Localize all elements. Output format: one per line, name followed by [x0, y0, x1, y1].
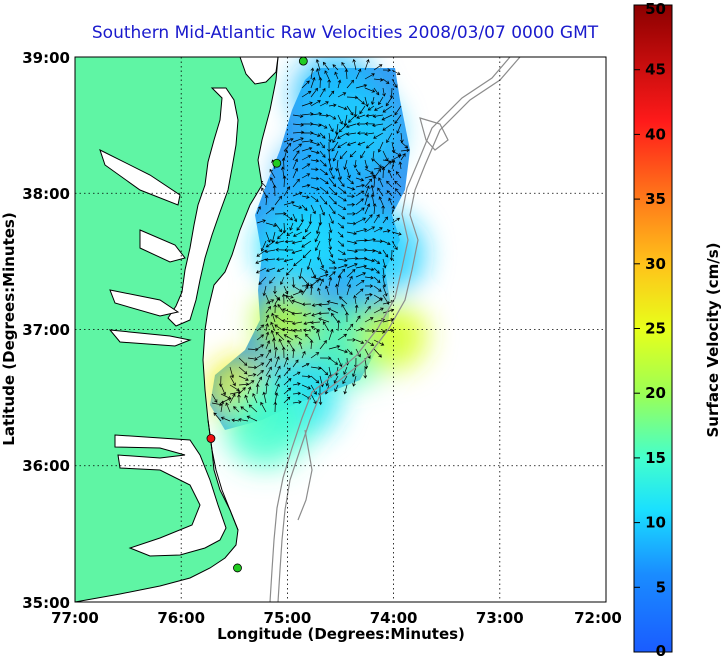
- y-axis-label: Latitude (Degrees:Minutes): [0, 212, 18, 445]
- chesapeake-bay: [167, 87, 239, 327]
- y-tick: 39:00: [22, 49, 70, 67]
- y-tick: 37:00: [22, 321, 70, 339]
- grid-lines: [75, 57, 606, 602]
- x-axis-label: Longitude (Degrees:Minutes): [217, 625, 465, 643]
- colorbar-tick-label: 5: [656, 578, 666, 596]
- colorbar-tick-label: 30: [645, 255, 666, 273]
- velocity-arrows: [211, 58, 410, 423]
- y-axis-ticks: 39:00 38:00 37:00 36:00 35:00: [22, 49, 70, 612]
- radar-station-marker: [298, 57, 308, 66]
- radar-stations: [206, 57, 308, 573]
- radar-station-marker: [272, 158, 282, 168]
- y-tick: 35:00: [22, 594, 70, 612]
- x-tick: 77:00: [51, 609, 99, 627]
- colorbar-tick-label: 45: [645, 61, 666, 79]
- colorbar-ticks: 0 5 10 15 20 25 30 35 40 45 50: [634, 0, 666, 659]
- pamlico-sound: [114, 434, 227, 557]
- velocity-blob: [256, 205, 341, 290]
- colorbar-tick-label: 0: [656, 642, 666, 659]
- colorbar-tick-label: 10: [645, 514, 666, 532]
- map-frame: [74, 56, 607, 603]
- map-area: [75, 57, 606, 602]
- y-tick: 36:00: [22, 457, 70, 475]
- colorbar-label: Surface Velocity (cm/s): [704, 242, 722, 437]
- delaware-bay: [239, 57, 279, 85]
- colorbar-tick-label: 15: [645, 449, 666, 467]
- x-tick: 74:00: [370, 609, 418, 627]
- colorbar-tick-label: 40: [645, 125, 666, 143]
- velocity-field: [205, 57, 428, 467]
- x-tick: 73:00: [476, 609, 524, 627]
- colorbar-gradient: [633, 4, 673, 653]
- colorbar-tick-label: 20: [645, 384, 666, 402]
- map-title: Southern Mid-Atlantic Raw Velocities 200…: [92, 23, 599, 43]
- x-tick: 72:00: [574, 609, 622, 627]
- x-tick: 76:00: [157, 609, 205, 627]
- x-axis-ticks: 77:00 76:00 75:00 74:00 73:00 72:00: [51, 609, 622, 627]
- colorbar: 0 5 10 15 20 25 30 35 40 45 50 Surface Velocity (c…: [633, 0, 722, 659]
- colorbar-tick-label: 25: [645, 320, 666, 338]
- colorbar-tick-label: 50: [645, 0, 666, 18]
- velocity-blob: [340, 212, 425, 297]
- y-tick: 38:00: [22, 185, 70, 203]
- radar-station-marker: [233, 563, 242, 573]
- bathymetry-contours: [269, 57, 521, 602]
- velocity-blob: [224, 382, 309, 467]
- velocity-color-blobs: [205, 57, 428, 467]
- x-tick: 75:00: [264, 609, 312, 627]
- velocity-arrow-set: [211, 58, 410, 423]
- radar-station-marker: [206, 434, 216, 443]
- outer-banks: [207, 419, 239, 531]
- colorbar-tick-label: 35: [645, 190, 666, 208]
